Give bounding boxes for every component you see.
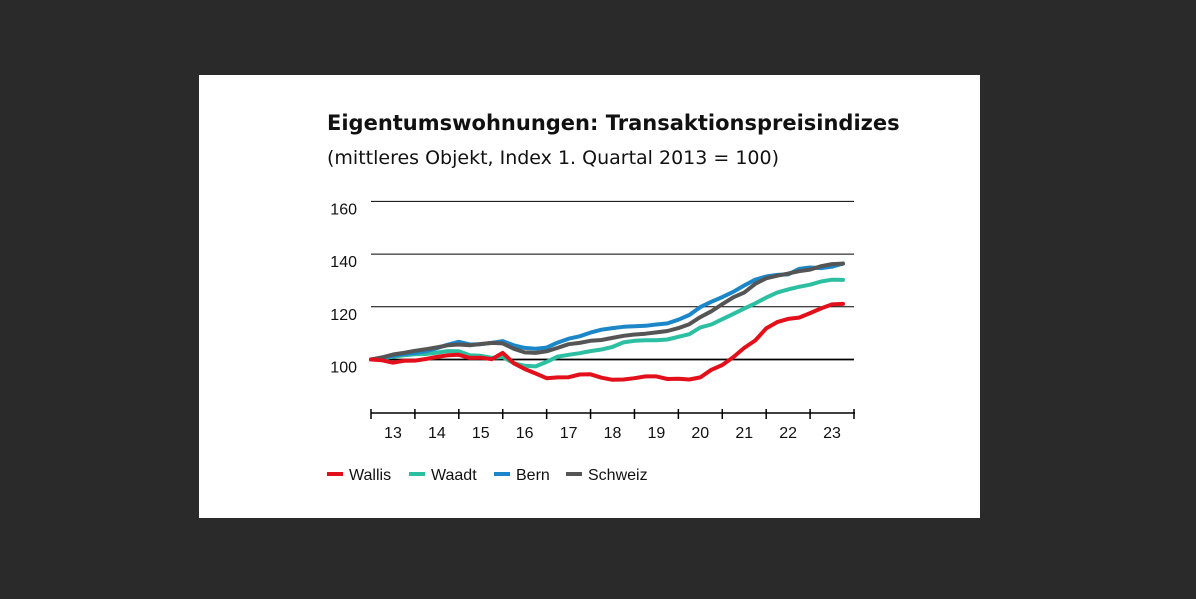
series-line-wallis: [369, 301, 845, 382]
x-tick-label-13: 13: [384, 425, 402, 442]
legend-label-schweiz: Schweiz: [588, 467, 648, 484]
line-chart: 100 120 140 160 13 14 15 16 17 18 19 20 21 22 23 Wallis…: [327, 200, 855, 484]
x-tick-label-22: 22: [779, 425, 797, 442]
x-tick-label-21: 21: [735, 425, 753, 442]
x-tick-label-17: 17: [560, 425, 578, 442]
legend-label-waadt: Waadt: [431, 467, 477, 484]
chart-title: Eigentumswohnungen: Transaktionspreisind…: [327, 111, 900, 135]
series-line-schweiz: [369, 261, 845, 362]
y-tick-label-160: 160: [330, 201, 357, 218]
x-tick-label-20: 20: [691, 425, 709, 442]
x-tick-label-14: 14: [428, 425, 446, 442]
x-tick-label-18: 18: [604, 425, 622, 442]
chart-card: Eigentumswohnungen: Transaktionspreisind…: [199, 75, 980, 518]
x-tick-label-16: 16: [516, 425, 534, 442]
x-tick-label-19: 19: [648, 425, 666, 442]
legend-label-wallis: Wallis: [349, 467, 391, 484]
y-tick-label-100: 100: [330, 360, 357, 377]
y-tick-label-120: 120: [330, 307, 357, 324]
series-line-waadt: [369, 277, 845, 369]
chart-subtitle: (mittleres Objekt, Index 1. Quartal 2013…: [327, 147, 780, 169]
x-tick-label-23: 23: [823, 425, 841, 442]
legend-label-bern: Bern: [516, 467, 550, 484]
x-tick-label-15: 15: [472, 425, 490, 442]
y-tick-label-140: 140: [330, 254, 357, 271]
